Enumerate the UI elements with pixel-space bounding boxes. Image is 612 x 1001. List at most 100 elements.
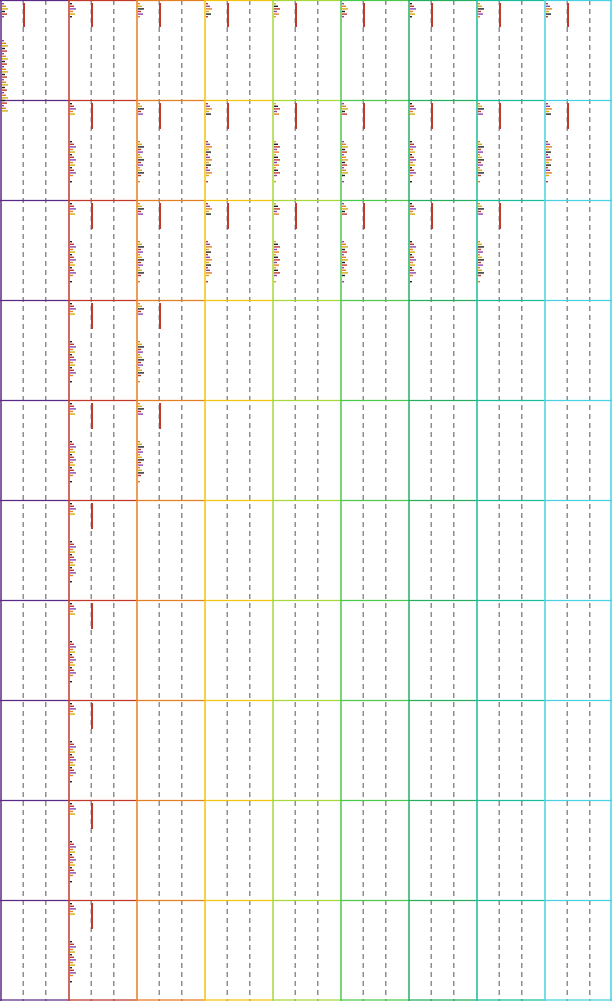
- cell-detail-stack: [70, 864, 75, 866]
- cell-detail-stack: [70, 746, 76, 748]
- cell-detail-stack: [70, 474, 73, 477]
- annotation-list: [2, 63, 7, 65]
- annotation-list: [2, 50, 7, 52]
- cell-label-stack: [546, 10, 549, 13]
- annotation-list: [2, 94, 6, 96]
- cell-detail-stack: [410, 259, 416, 261]
- cell-detail-stack: [546, 164, 551, 166]
- cell-label-stack: [70, 808, 76, 810]
- cell-label-stack: [342, 213, 347, 215]
- cell-footer-stub: [138, 281, 140, 283]
- cell-detail-stack: [410, 261, 413, 264]
- cell-detail-stack: [206, 146, 212, 148]
- annotation-list: [2, 73, 5, 76]
- cell-detail-stack: [342, 164, 347, 166]
- cell-detail-stack: [274, 154, 276, 156]
- cell-detail-stack: [138, 148, 141, 151]
- cell-label-stack: [478, 10, 481, 13]
- cell-marker-bar: [23, 3, 25, 27]
- cell-detail-stack: [478, 256, 482, 258]
- cell-detail-stack: [70, 659, 76, 661]
- cell-detail-stack: [410, 156, 414, 158]
- cell-detail-stack: [70, 961, 73, 964]
- cell-label-stack: [410, 113, 415, 115]
- cell-detail-stack: [274, 172, 280, 174]
- cell-detail-stack: [342, 143, 346, 145]
- cell-detail-stack: [70, 343, 74, 345]
- cell-footer-stub: [70, 181, 72, 183]
- cell-detail-stack: [70, 243, 74, 245]
- cell-label-stack: [70, 305, 74, 307]
- cell-detail-stack: [206, 151, 211, 153]
- cell-detail-stack: [206, 272, 212, 274]
- cell-label-stack: [70, 703, 72, 705]
- cell-label-stack: [410, 213, 415, 215]
- cell-label-stack: [138, 305, 142, 307]
- cell-label-stack: [342, 110, 345, 113]
- cell-label-stack: [410, 108, 416, 110]
- cell-label-stack: [410, 203, 412, 205]
- cell-detail-stack: [342, 269, 346, 271]
- cell-detail-stack: [70, 451, 75, 453]
- cell-detail-stack: [70, 541, 72, 543]
- cell-label-stack: [70, 313, 75, 315]
- cell-label-stack: [410, 8, 416, 10]
- cell-detail-stack: [70, 146, 76, 148]
- cell-label-stack: [70, 705, 74, 707]
- cell-label-stack: [206, 113, 211, 115]
- cell-detail-stack: [478, 269, 482, 271]
- cell-detail-stack: [70, 848, 73, 851]
- cell-label-stack: [138, 310, 141, 313]
- cell-label-stack: [70, 610, 73, 613]
- annotation-list: [2, 60, 5, 63]
- annotation-list: [2, 89, 7, 91]
- cell-detail-stack: [546, 169, 550, 171]
- cell-detail-stack: [138, 174, 141, 177]
- cell-detail-stack: [138, 272, 144, 274]
- cell-marker-bar: [363, 203, 365, 229]
- cell-footer-stub: [70, 381, 72, 383]
- cell-label-stack: [138, 110, 141, 113]
- cell-detail-stack: [274, 261, 277, 264]
- cell-label-stack: [206, 210, 209, 213]
- cell-label-stack: [138, 5, 142, 7]
- cell-detail-stack: [342, 148, 345, 151]
- cell-label-stack: [70, 113, 75, 115]
- cell-detail-stack: [478, 146, 484, 148]
- cell-label-stack: [206, 108, 212, 110]
- cell-label-stack: [70, 508, 76, 510]
- cell-detail-stack: [70, 861, 73, 864]
- cell-detail-stack: [70, 143, 74, 145]
- annotation-list: [2, 84, 8, 86]
- annotation-list: [2, 40, 4, 42]
- cell-detail-stack: [138, 256, 142, 258]
- cell-detail-stack: [138, 143, 142, 145]
- cell-detail-stack: [274, 156, 278, 158]
- cell-label-stack: [70, 503, 72, 505]
- cell-label-stack: [274, 213, 279, 215]
- annotation-list: [2, 102, 7, 104]
- cell-detail-stack: [70, 654, 72, 656]
- cell-marker-bar: [91, 3, 93, 27]
- cell-label-stack: [274, 105, 278, 107]
- cell-detail-stack: [138, 372, 144, 374]
- cell-detail-stack: [274, 148, 277, 151]
- cell-marker-bar: [91, 303, 93, 329]
- cell-detail-stack: [70, 546, 76, 548]
- cell-detail-stack: [138, 261, 141, 264]
- cell-label-stack: [2, 5, 6, 7]
- cell-footer-stub: [70, 781, 72, 783]
- cell-label-stack: [70, 10, 73, 13]
- cell-detail-stack: [410, 256, 414, 258]
- cell-label-stack: [342, 5, 346, 7]
- cell-detail-stack: [478, 148, 481, 151]
- cell-detail-stack: [342, 141, 344, 143]
- cell-detail-stack: [138, 251, 143, 253]
- cell-label-stack: [70, 813, 75, 815]
- annotation-list: [2, 99, 5, 102]
- cell-detail-stack: [70, 274, 73, 277]
- cell-label-stack: [546, 113, 551, 115]
- cell-label-stack: [478, 205, 482, 207]
- cell-marker-bar: [431, 203, 433, 229]
- annotation-list: [2, 71, 8, 73]
